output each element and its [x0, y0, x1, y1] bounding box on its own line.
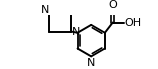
Text: O: O: [108, 0, 117, 10]
Text: N: N: [72, 27, 80, 37]
Text: OH: OH: [125, 18, 142, 28]
Text: N: N: [87, 58, 95, 68]
Text: N: N: [40, 5, 49, 15]
